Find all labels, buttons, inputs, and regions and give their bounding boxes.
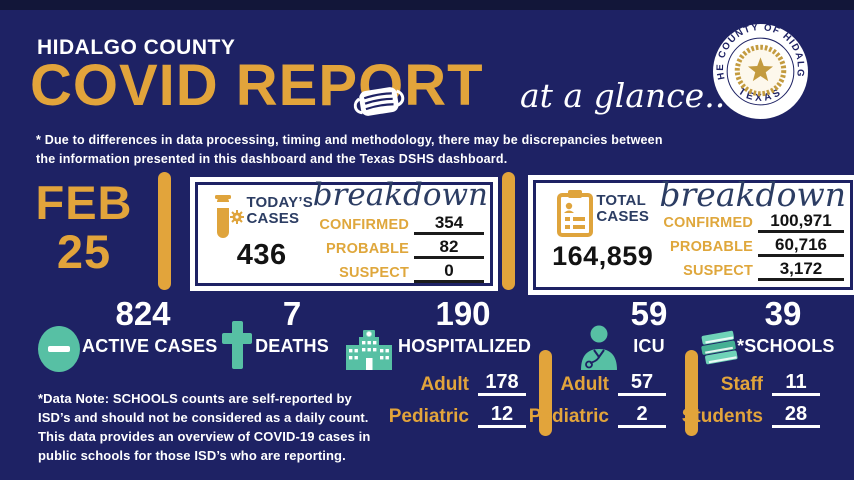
hospitalized-adult-row: Adult 178 [354,371,526,396]
title-o: O [353,57,405,116]
schools-staff-row: Staff 11 [672,371,820,396]
todays-cases-summary: TODAY’S CASES 436 [198,185,319,283]
county-name: HIDALGO COUNTY [37,36,236,59]
breakdown-row-suspect: SUSPECT 0 [319,262,490,283]
icu-value: 59 [630,295,668,332]
disclaimer-line-2: the information presented in this dashbo… [36,152,508,166]
divider-bar [158,172,171,290]
schools-label: *SCHOOLS [737,336,835,356]
breakdown-row-probable: PROBABLE 82 [319,238,490,259]
doctor-icon [581,325,617,370]
deaths-stat: 7 DEATHS [252,297,332,357]
disclaimer-line-1: * Due to differences in data processing,… [36,133,663,147]
title-post: RT [404,53,484,118]
minus-circle-icon [38,326,80,372]
divider-bar [685,350,698,436]
clipboard-icon [557,190,594,237]
data-note-line-1: *Data Note: SCHOOLS counts are self-repo… [38,391,352,406]
hospitalized-stat: 190 HOSPITALIZED [398,295,532,357]
icu-label: ICU [633,336,665,356]
hospitalized-label: HOSPITALIZED [398,336,532,356]
breakdown-heading: breakdown [659,175,846,214]
title-pre: COVID REP [30,53,359,118]
data-note: *Data Note: SCHOOLS counts are self-repo… [38,389,370,465]
disclaimer: * Due to differences in data processing,… [36,131,663,169]
breakdown-row-probable: PROBABLE 60,716 [663,236,850,257]
data-note-line-2: ISD’s and should not be considered as a … [38,410,369,425]
schools-students-row: Students 28 [672,403,820,428]
todays-cases-breakdown: breakdown CONFIRMED 354 PROBABLE 82 SUSP… [313,177,490,283]
test-tube-icon [215,195,245,238]
hospitalized-value: 190 [435,295,491,332]
tagline: at a glance.. [520,76,726,115]
todays-cases-card: TODAY’S CASES 436 breakdown CONFIRMED 35… [195,177,493,286]
hospital-icon [346,330,392,370]
date-month: FEB [35,176,133,229]
total-cases-total: 164,859 [552,241,654,271]
divider-bar [539,350,552,436]
breakdown-row-confirmed: CONFIRMED 354 [319,214,490,235]
data-note-line-3: This data provides an overview of COVID-… [38,429,371,444]
breakdown-row-confirmed: CONFIRMED 100,971 [663,212,850,233]
icu-adult-row: Adult 57 [522,371,666,396]
breakdown-row-suspect: SUSPECT 3,172 [663,260,850,281]
top-border-strip [0,0,854,10]
todays-cases-total: 436 [236,239,287,271]
active-cases-label: ACTIVE CASES [82,336,218,356]
books-icon [701,330,738,365]
schools-breakdown: Staff 11 Students 28 [672,371,820,435]
todays-cases-label: TODAY’S CASES [246,194,313,227]
date-day: 25 [56,225,112,278]
cross-icon [222,321,252,369]
active-cases-value: 824 [115,295,171,332]
total-cases-summary: TOTAL CASES 164,859 [536,183,663,287]
deaths-value: 7 [282,295,302,332]
icu-pediatric-row: Pediatric 2 [522,403,666,428]
seal-star-icon [747,57,774,82]
total-cases-label: TOTAL CASES [596,192,650,225]
icu-stat: 59 ICU [620,297,678,357]
divider-bar [502,172,515,290]
total-cases-card: TOTAL CASES 164,859 breakdown CONFIRMED … [533,175,853,290]
breakdown-heading: breakdown [312,177,488,213]
deaths-label: DEATHS [255,336,329,356]
face-mask-icon [353,87,405,116]
total-cases-breakdown: breakdown CONFIRMED 100,971 PROBABLE 60,… [659,175,850,287]
hospitalized-breakdown: Adult 178 Pediatric 12 [354,371,526,435]
data-note-line-4: public schools for those ISD’s who are r… [38,448,346,463]
page-title: COVID REPO RT [30,57,484,116]
active-cases-stat: 824 ACTIVE CASES [82,295,218,357]
hospitalized-pediatric-row: Pediatric 12 [354,403,526,428]
county-seal: THE COUNTY OF HIDALGO TEXAS [712,23,808,119]
schools-stat: 39 *SCHOOLS [737,295,835,357]
schools-value: 39 [764,295,802,332]
report-date: FEB 25 [28,178,140,276]
icu-breakdown: Adult 57 Pediatric 2 [522,371,666,435]
